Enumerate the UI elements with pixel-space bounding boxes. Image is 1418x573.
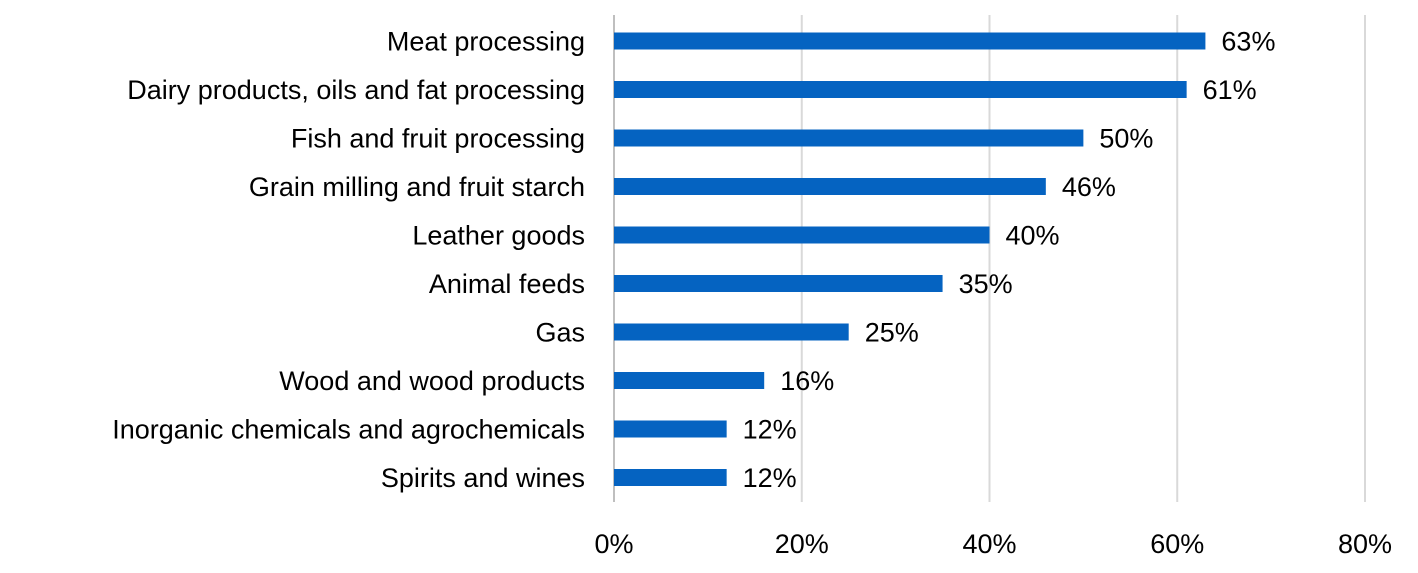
- category-label: Meat processing: [387, 27, 585, 57]
- x-tick-label: 60%: [1150, 529, 1204, 559]
- bar: [614, 129, 1084, 147]
- data-label: 46%: [1062, 172, 1116, 202]
- data-label: 40%: [1006, 221, 1060, 251]
- category-label: Fish and fruit processing: [291, 124, 585, 154]
- bar: [614, 81, 1187, 98]
- bar: [614, 323, 849, 341]
- bar: [614, 226, 990, 244]
- category-label: Wood and wood products: [279, 366, 585, 396]
- data-label: 50%: [1099, 124, 1153, 154]
- bar: [614, 420, 727, 438]
- data-label: 61%: [1203, 75, 1257, 105]
- x-tick-label: 40%: [962, 529, 1016, 559]
- category-label: Grain milling and fruit starch: [249, 172, 585, 202]
- data-label: 35%: [959, 269, 1013, 299]
- category-label: Spirits and wines: [381, 463, 585, 493]
- data-label: 63%: [1221, 27, 1275, 57]
- bar: [614, 469, 727, 486]
- category-label: Gas: [535, 318, 585, 348]
- x-tick-label: 0%: [594, 529, 633, 559]
- data-label: 12%: [743, 463, 797, 493]
- bar: [614, 32, 1206, 50]
- bar: [614, 178, 1046, 195]
- data-label: 16%: [780, 366, 834, 396]
- category-label: Animal feeds: [429, 269, 585, 299]
- category-label: Inorganic chemicals and agrochemicals: [112, 415, 585, 445]
- category-label: Dairy products, oils and fat processing: [127, 75, 585, 105]
- bar: [614, 275, 943, 292]
- x-tick-label: 20%: [775, 529, 829, 559]
- bar: [614, 372, 765, 389]
- x-tick-label: 80%: [1338, 529, 1392, 559]
- data-label: 12%: [743, 415, 797, 445]
- category-label: Leather goods: [412, 221, 585, 251]
- data-label: 25%: [865, 318, 919, 348]
